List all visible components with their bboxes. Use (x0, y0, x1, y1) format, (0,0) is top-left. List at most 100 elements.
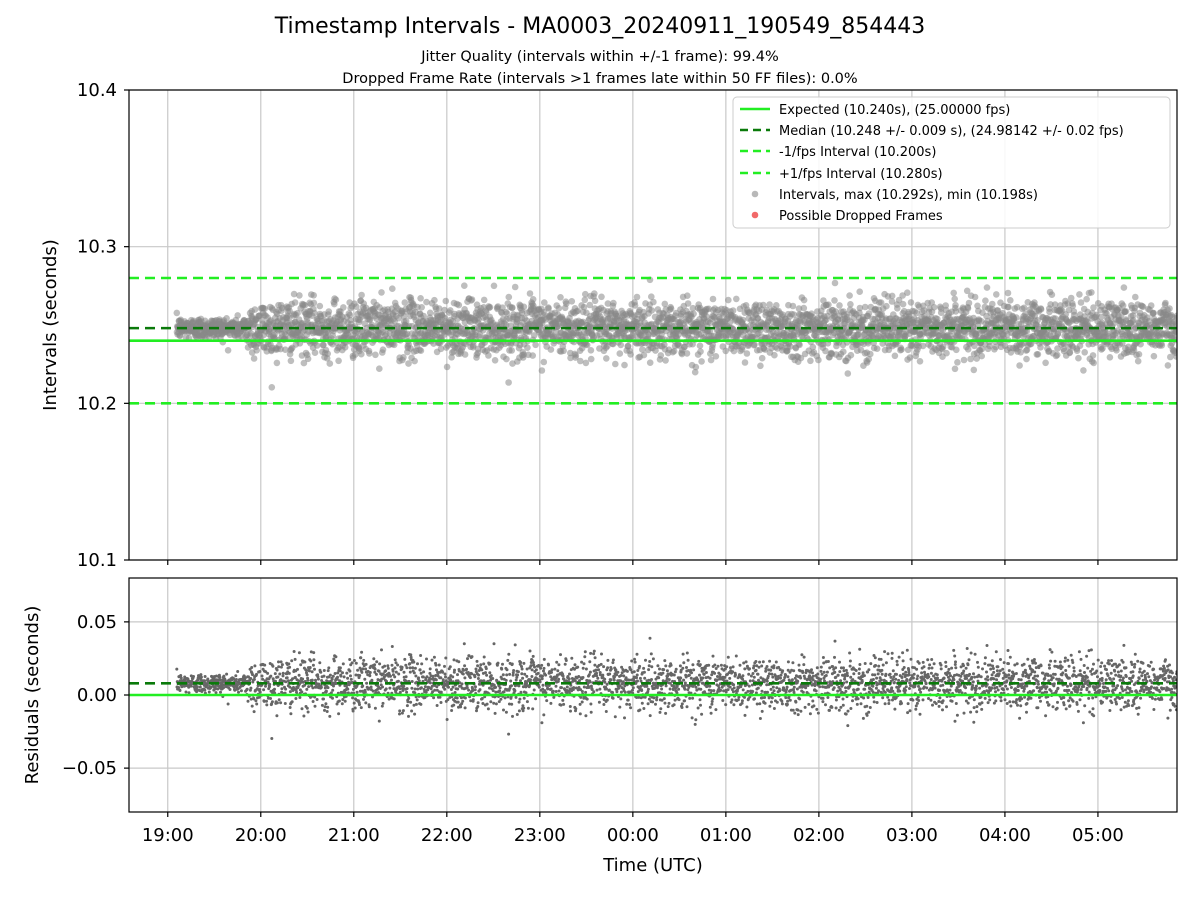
residual-point (405, 704, 409, 708)
residual-point (417, 676, 420, 680)
residual-point (370, 678, 374, 682)
residual-point (323, 705, 327, 709)
interval-point (486, 303, 494, 311)
interval-point (844, 370, 852, 377)
residual-point (435, 688, 439, 692)
residual-point (391, 669, 395, 673)
residual-point (279, 660, 283, 664)
legend-label: -1/fps Interval (10.200s) (779, 145, 936, 160)
residual-point (358, 674, 362, 677)
residual-point (199, 678, 203, 682)
residual-point (275, 668, 279, 672)
interval-point (930, 304, 938, 311)
residual-point (222, 674, 226, 678)
residual-point (281, 671, 285, 675)
residual-point (245, 687, 249, 691)
residual-point (299, 663, 303, 667)
residual-point (178, 689, 182, 692)
residual-point (307, 669, 311, 673)
residual-point (461, 672, 465, 676)
intervals-frame (128, 89, 1178, 561)
interval-point (648, 293, 655, 301)
residual-point (265, 703, 269, 707)
residual-point (373, 670, 377, 674)
residual-point (177, 686, 181, 689)
interval-point (583, 341, 591, 349)
interval-point (448, 354, 455, 361)
residual-point (358, 689, 362, 693)
residual-point (378, 662, 382, 666)
residual-point (441, 678, 445, 682)
residual-point (273, 687, 276, 691)
interval-point (796, 341, 803, 349)
interval-point (346, 311, 354, 319)
residual-point (398, 712, 401, 716)
residual-point (198, 685, 202, 689)
dropped-frame-subtitle: Dropped Frame Rate (intervals >1 frames … (342, 71, 858, 87)
interval-point (405, 360, 412, 367)
residual-point (465, 667, 468, 671)
residual-point (284, 680, 288, 684)
residual-point (305, 687, 309, 691)
residual-point (320, 679, 324, 682)
residual-point (287, 679, 290, 683)
interval-point (1054, 345, 1061, 352)
legend-label: Expected (10.240s), (25.00000 fps) (779, 103, 1010, 118)
residual-point (476, 664, 480, 668)
residual-point (326, 705, 330, 709)
residual-point (266, 680, 270, 684)
residual-point (463, 706, 467, 710)
interval-point (939, 343, 947, 351)
interval-point (973, 355, 980, 362)
residual-point (368, 674, 372, 678)
interval-point (610, 299, 617, 307)
residual-point (367, 686, 371, 690)
residual-point (331, 696, 334, 700)
interval-point (353, 303, 360, 311)
interval-point (499, 304, 506, 312)
residual-point (220, 681, 224, 685)
residual-point (247, 675, 250, 679)
residual-point (350, 661, 354, 665)
interval-point (612, 360, 619, 368)
residual-point (243, 676, 247, 680)
interval-point (1125, 343, 1132, 351)
interval-point (971, 342, 978, 350)
interval-point (899, 300, 907, 308)
interval-point (485, 352, 492, 359)
interval-point (503, 310, 511, 317)
residual-point (441, 670, 445, 674)
residual-point (459, 696, 463, 700)
interval-point (223, 315, 230, 322)
residual-point (463, 676, 467, 680)
residual-point (377, 719, 381, 723)
interval-point (904, 289, 911, 297)
residual-point (410, 680, 414, 683)
interval-point (286, 307, 293, 315)
residual-point (412, 671, 416, 675)
residual-point (360, 650, 364, 654)
residual-point (425, 657, 428, 661)
interval-point (627, 351, 634, 358)
residual-point (269, 674, 273, 678)
residual-point (348, 658, 352, 661)
chart-title: Timestamp Intervals - MA0003_20240911_19… (274, 14, 926, 39)
residual-point (258, 690, 262, 694)
residual-point (334, 655, 338, 659)
residual-point (398, 690, 402, 694)
residual-point (278, 672, 282, 676)
interval-point (856, 304, 864, 312)
interval-point (861, 303, 869, 311)
interval-point (311, 349, 319, 357)
interval-point (468, 296, 476, 303)
interval-point (379, 346, 387, 354)
interval-point (689, 304, 697, 312)
residual-point (296, 667, 299, 671)
jitter-quality-subtitle: Jitter Quality (intervals within +/-1 fr… (421, 49, 779, 65)
interval-point (389, 285, 396, 293)
interval-point (898, 346, 905, 353)
residual-point (323, 708, 326, 712)
interval-point (580, 303, 588, 311)
